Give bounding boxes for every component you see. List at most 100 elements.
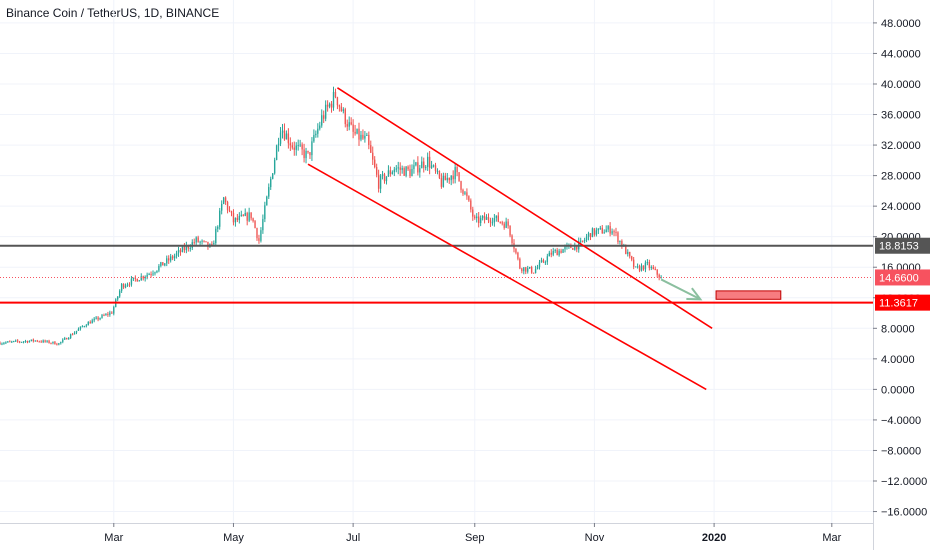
candle[interactable] [95,317,97,319]
candle[interactable] [219,210,221,227]
candle[interactable] [652,266,654,269]
candle[interactable] [613,231,615,233]
candle[interactable] [583,239,586,242]
candle[interactable] [107,313,109,315]
candle[interactable] [603,232,605,234]
candle[interactable] [40,341,42,343]
candle[interactable] [179,250,182,253]
candle[interactable] [160,262,162,266]
candle[interactable] [156,270,158,273]
candle[interactable] [281,130,284,133]
candle[interactable] [89,322,91,324]
candle[interactable] [460,181,462,190]
candle[interactable] [342,109,345,112]
candle[interactable] [658,274,660,278]
candle[interactable] [638,266,641,271]
candle[interactable] [481,215,484,219]
candle[interactable] [556,250,558,256]
candle[interactable] [621,240,623,247]
candle[interactable] [195,237,197,243]
candle[interactable] [344,109,346,125]
candle[interactable] [474,216,476,219]
candle[interactable] [101,315,103,318]
candle[interactable] [560,250,562,253]
candle[interactable] [142,276,144,279]
candle[interactable] [103,315,105,317]
candle[interactable] [468,196,470,201]
candle[interactable] [617,232,619,243]
candle[interactable] [505,221,507,228]
candle[interactable] [317,128,319,134]
candle[interactable] [148,274,150,276]
candle[interactable] [309,152,311,156]
candle[interactable] [436,170,439,172]
candle[interactable] [487,217,490,221]
candle[interactable] [73,332,76,335]
candle[interactable] [130,278,133,285]
candle[interactable] [32,339,35,342]
candle[interactable] [370,145,372,153]
candle[interactable] [54,341,56,345]
candle[interactable] [75,330,78,333]
candle[interactable] [270,178,272,188]
candle[interactable] [368,134,370,146]
candle[interactable] [395,168,397,170]
candle[interactable] [181,246,184,253]
candle[interactable] [599,227,601,229]
candle[interactable] [42,340,44,343]
candle[interactable] [203,240,205,242]
candle[interactable] [262,219,264,231]
candle[interactable] [660,277,662,279]
candle[interactable] [619,240,621,243]
candle[interactable] [448,177,450,181]
candle[interactable] [275,145,278,160]
candle[interactable] [650,266,653,268]
candle[interactable] [597,228,600,231]
candle[interactable] [58,343,60,345]
candle[interactable] [38,341,40,343]
candle[interactable] [5,342,7,344]
candle[interactable] [158,265,160,271]
candle[interactable] [166,258,168,264]
candle[interactable] [334,91,337,98]
candle[interactable] [28,340,31,343]
candle[interactable] [401,168,403,170]
candle[interactable] [287,133,290,144]
candle[interactable] [456,167,458,173]
candle[interactable] [585,236,588,240]
candle[interactable] [580,240,582,242]
candle[interactable] [299,144,301,146]
candle[interactable] [521,268,523,272]
candle[interactable] [519,258,521,269]
candle[interactable] [528,267,531,269]
candle[interactable] [558,250,560,256]
candle[interactable] [476,216,478,219]
candle[interactable] [126,284,129,286]
candle[interactable] [79,326,82,329]
candle[interactable] [326,104,329,107]
candle[interactable] [525,267,527,272]
candle[interactable] [213,243,215,245]
candle[interactable] [268,187,270,197]
candle[interactable] [289,143,292,146]
candle[interactable] [625,245,627,255]
candle[interactable] [572,248,574,250]
candle[interactable] [407,166,409,170]
candle[interactable] [428,156,431,168]
candle[interactable] [464,192,466,194]
candle[interactable] [552,251,554,255]
candle[interactable] [421,161,423,169]
candle[interactable] [175,253,178,256]
candle[interactable] [266,196,268,206]
candle[interactable] [609,226,611,234]
candle[interactable] [236,217,239,221]
candle[interactable] [224,197,227,202]
candle[interactable] [358,128,360,140]
candle[interactable] [589,233,592,238]
candle[interactable] [187,245,190,249]
candle[interactable] [444,175,447,181]
candle[interactable] [483,215,486,220]
candle[interactable] [77,328,80,331]
candle[interactable] [11,341,13,343]
candle[interactable] [134,277,137,279]
